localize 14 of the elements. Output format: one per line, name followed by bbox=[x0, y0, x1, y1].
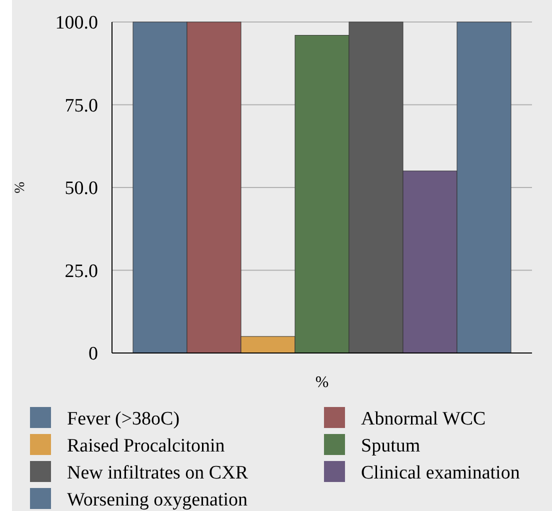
legend-label: Worsening oxygenation bbox=[67, 490, 248, 511]
legend-label: Fever (>38oC) bbox=[67, 408, 180, 430]
legend-label: New infiltrates on CXR bbox=[67, 462, 248, 484]
legend-label: Abnormal WCC bbox=[361, 408, 486, 430]
x-axis-title: % bbox=[315, 374, 329, 391]
legend-label: Clinical examination bbox=[361, 462, 520, 484]
y-tick-label: 75.0 bbox=[64, 95, 98, 116]
y-tick-label: 25.0 bbox=[64, 260, 98, 282]
y-tick-label: 0 bbox=[88, 344, 98, 365]
legend-label: Raised Procalcitonin bbox=[67, 436, 226, 457]
y-tick-label: 100.0 bbox=[55, 12, 98, 34]
y-tick-label: 50.0 bbox=[64, 178, 98, 200]
y-axis-title: % bbox=[13, 181, 28, 194]
legend-label: Sputum bbox=[361, 436, 420, 457]
